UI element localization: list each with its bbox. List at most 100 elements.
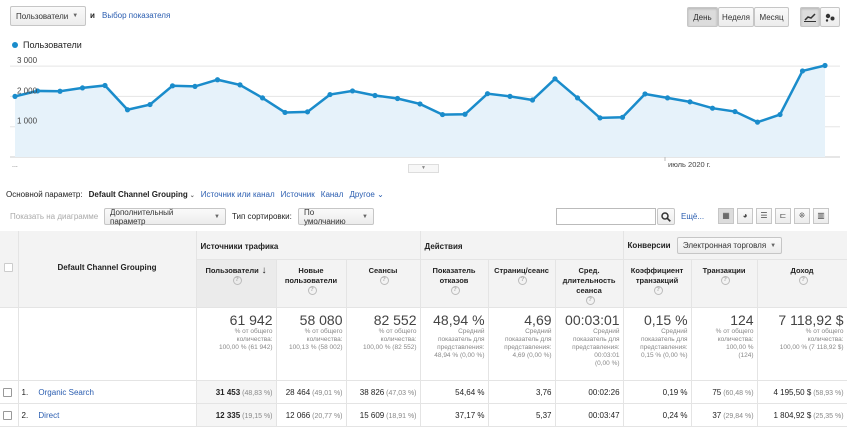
data-point[interactable] <box>619 114 626 120</box>
data-point[interactable] <box>687 99 693 105</box>
data-point[interactable] <box>462 111 468 117</box>
data-point[interactable] <box>12 93 18 99</box>
column-header-bounce-rate[interactable]: Показатель отказов? <box>420 259 489 308</box>
secondary-dimension-select[interactable]: Дополнительный параметр ▼ <box>104 208 226 226</box>
comparison-view-icon[interactable]: ⊏ <box>775 208 791 224</box>
period-week-button[interactable]: Неделя <box>718 7 754 27</box>
data-point[interactable] <box>237 82 243 88</box>
total-note: 00:03:01 <box>594 351 620 359</box>
pie-view-icon[interactable]: ◕ <box>737 208 753 224</box>
cell-value: 15 609 <box>359 410 385 420</box>
data-point[interactable] <box>529 97 536 103</box>
data-point[interactable] <box>822 62 828 69</box>
data-point[interactable] <box>214 77 221 83</box>
cell-value: 54,64 % <box>455 387 485 397</box>
period-day-button[interactable]: День <box>687 7 718 27</box>
data-point[interactable] <box>394 95 401 102</box>
dimension-source-link[interactable]: Источник <box>280 190 315 199</box>
chart-legend: Пользователи <box>12 40 82 50</box>
help-icon[interactable]: ? <box>653 286 663 296</box>
dimension-header[interactable]: Default Channel Grouping <box>18 231 197 308</box>
data-point[interactable] <box>574 95 581 101</box>
sort-desc-icon[interactable]: ↓ <box>258 264 267 276</box>
column-header-users[interactable]: Пользователи ↓? <box>196 259 277 308</box>
period-day-label: День <box>693 12 712 22</box>
data-point[interactable] <box>79 85 86 91</box>
data-point[interactable] <box>102 82 108 89</box>
data-point[interactable] <box>327 91 333 98</box>
column-header-transactions[interactable]: Транзакции? <box>691 259 758 308</box>
data-point[interactable] <box>124 107 131 113</box>
more-options-link[interactable]: Ещё... <box>681 212 705 221</box>
performance-view-icon[interactable]: ☰ <box>756 208 772 224</box>
data-point[interactable] <box>147 101 153 108</box>
data-point[interactable] <box>552 76 558 82</box>
column-header-ecommerce-conversion-rate[interactable]: Коэффициент транзакций? <box>623 259 692 308</box>
dimension-medium-link[interactable]: Канал <box>320 190 344 199</box>
users-line-chart: 3 000 2 000 1 000... июль 2020 г. <box>10 56 840 169</box>
help-icon[interactable]: ? <box>307 286 317 296</box>
help-icon[interactable]: ? <box>720 276 730 286</box>
help-icon[interactable]: ? <box>379 276 389 286</box>
data-point[interactable] <box>664 95 671 101</box>
select-all-checkbox[interactable] <box>4 263 13 272</box>
conversion-goal-select[interactable]: Электронная торговля ▼ <box>676 237 783 254</box>
pivot-view-icon[interactable]: ▥ <box>813 208 829 224</box>
data-point[interactable] <box>507 93 513 99</box>
data-point[interactable] <box>754 119 761 125</box>
chart-collapse-handle[interactable]: ▼ <box>408 164 439 173</box>
data-point[interactable] <box>777 111 783 118</box>
dimension-header-text: Default Channel Grouping <box>57 263 157 272</box>
column-header-sessions[interactable]: Сеансы? <box>346 259 421 308</box>
data-point[interactable] <box>597 115 603 121</box>
help-icon[interactable]: ? <box>232 276 242 286</box>
data-point[interactable] <box>484 91 491 97</box>
data-point[interactable] <box>732 108 738 115</box>
primary-dimension-bar: Основной параметр: Default Channel Group… <box>6 190 384 199</box>
search-button[interactable] <box>657 208 675 225</box>
period-month-button[interactable]: Месяц <box>754 7 789 27</box>
data-point[interactable] <box>417 101 423 107</box>
line-chart-icon[interactable] <box>800 7 820 27</box>
row-dimension-link[interactable]: Direct <box>38 410 60 420</box>
data-point[interactable] <box>642 91 648 97</box>
data-point[interactable] <box>259 95 266 101</box>
column-header-avg-session-duration[interactable]: Сред. длительность сеанса? <box>555 259 624 308</box>
table-search-input[interactable] <box>556 208 656 225</box>
data-point[interactable] <box>304 109 311 115</box>
metric-select[interactable]: Пользователи ▼ <box>10 6 86 26</box>
data-point[interactable] <box>34 88 41 94</box>
dimension-source-medium-link[interactable]: Источник или канал <box>200 190 275 199</box>
total-note: 100,00 % (7 118,92 $) <box>779 343 844 351</box>
sort-type-select[interactable]: По умолчанию ▼ <box>298 208 374 226</box>
column-header-label: Доход <box>790 265 814 275</box>
data-point[interactable] <box>169 83 176 89</box>
data-point[interactable] <box>57 88 63 94</box>
data-point[interactable] <box>282 109 288 116</box>
primary-dimension-current[interactable]: Default Channel Grouping ⌄ <box>89 190 195 199</box>
data-point[interactable] <box>439 111 446 118</box>
data-point[interactable] <box>349 88 356 94</box>
column-header-revenue[interactable]: Доход? <box>757 259 847 308</box>
row-checkbox[interactable] <box>3 387 12 397</box>
help-icon[interactable]: ? <box>450 286 460 296</box>
total-pages-per-session: 4,69 Средний показатель для представления: 4… <box>488 307 556 381</box>
data-point[interactable] <box>799 68 806 74</box>
column-header-pages-per-session[interactable]: Страниц/сеанс? <box>488 259 556 308</box>
dimension-other-link[interactable]: Другое ⌄ <box>349 190 383 199</box>
motion-chart-icon[interactable] <box>820 7 840 27</box>
help-icon[interactable]: ? <box>518 276 528 286</box>
table-totals-row: 61 942% от общего количества: 100,00 % (61… <box>0 307 847 381</box>
data-point[interactable] <box>372 92 378 99</box>
row-dimension-link[interactable]: Organic Search <box>38 387 94 397</box>
data-point[interactable] <box>192 83 198 89</box>
plot-rows-button[interactable]: Показать на диаграмме <box>6 208 102 225</box>
term-cloud-view-icon[interactable]: ⁜ <box>794 208 810 224</box>
data-point[interactable] <box>709 105 716 111</box>
help-icon[interactable]: ? <box>798 276 808 286</box>
select-metric-link[interactable]: Выбор показателя <box>102 11 171 20</box>
column-header-new-users[interactable]: Новые пользователи? <box>276 259 347 308</box>
help-icon[interactable]: ? <box>585 296 595 306</box>
row-checkbox[interactable] <box>3 410 12 420</box>
data-table-view-icon[interactable]: ▦ <box>718 208 734 224</box>
